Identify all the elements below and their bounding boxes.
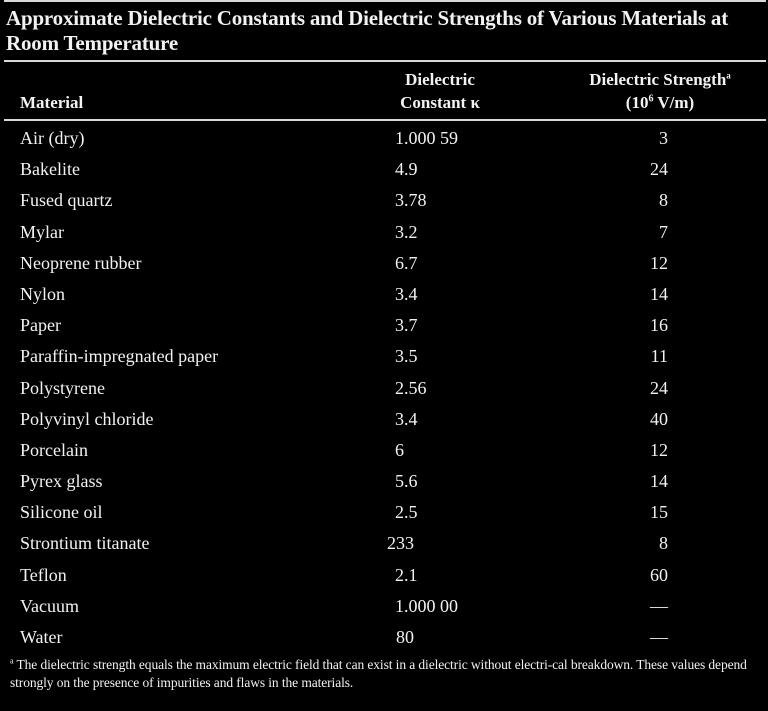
table-row: Vacuum 1.000 00 —: [0, 591, 768, 622]
cell-dielectric-strength: 12: [650, 252, 668, 273]
cell-material: Silicone oil: [20, 502, 103, 523]
cell-dielectric-strength: 8: [659, 190, 668, 211]
cell-material: Paraffin-impregnated paper: [20, 346, 219, 367]
header-rule: [4, 119, 766, 121]
cell-material: Mylar: [20, 221, 64, 242]
cell-dielectric-constant: 3.4: [395, 408, 418, 429]
cell-dielectric-constant: 6: [395, 439, 404, 460]
cell-dielectric-constant: 80: [396, 627, 414, 647]
header-constant-line2: Constant κ: [400, 93, 480, 112]
cell-dielectric-constant: 3.5: [395, 346, 418, 367]
table-row: Paraffin-impregnated paper 3.5 11: [0, 341, 768, 372]
cell-dielectric-strength: 15: [650, 502, 668, 523]
cell-material: Neoprene rubber: [20, 252, 142, 273]
cell-dielectric-strength: 3: [659, 128, 668, 148]
column-header-material: Material: [20, 93, 84, 112]
header-constant-line1: Dielectric: [405, 70, 475, 89]
footnote-marker: a: [726, 70, 731, 81]
cell-dielectric-strength: —: [650, 595, 668, 616]
table-row: Mylar 3.2 7: [0, 217, 768, 248]
cell-dielectric-strength: 11: [650, 346, 668, 367]
cell-dielectric-constant: 2.1: [395, 564, 418, 585]
cell-material: Fused quartz: [20, 190, 113, 211]
cell-dielectric-constant: 1.000 00: [395, 595, 458, 616]
cell-dielectric-constant: 2.5: [395, 502, 418, 523]
cell-dielectric-constant: 3.7: [395, 315, 418, 336]
cell-dielectric-strength: 24: [650, 377, 668, 398]
header-strength-text: Dielectric Strength: [589, 70, 727, 89]
cell-dielectric-constant: 4.9: [395, 159, 418, 180]
table-row: Porcelain 6 12: [0, 435, 768, 466]
table-row: Pyrex glass 5.6 14: [0, 466, 768, 497]
table-row: Nylon 3.4 14: [0, 279, 768, 310]
cell-dielectric-strength: 60: [650, 564, 668, 585]
header-strength-line2: (106 V/m): [560, 91, 760, 114]
cell-material: Air (dry): [20, 128, 85, 148]
cell-dielectric-strength: 16: [650, 315, 668, 336]
table-body: Air (dry) 1.000 59 3 Bakelite 4.9 24 Fused qua…: [0, 123, 768, 653]
cell-dielectric-strength: 8: [659, 533, 668, 554]
table-row: Polyvinyl chloride 3.4 40: [0, 404, 768, 435]
table-row: Strontium titanate 233 8: [0, 528, 768, 559]
cell-dielectric-constant: 6.7: [395, 252, 418, 273]
cell-material: Paper: [20, 315, 61, 336]
table-row: Polystyrene 2.56 24: [0, 373, 768, 404]
top-rule: [4, 0, 766, 2]
column-header-dielectric-constant: Dielectric Constant κ: [390, 68, 490, 114]
footnote-marker: a: [10, 656, 14, 666]
cell-material: Polystyrene: [20, 377, 105, 398]
cell-dielectric-constant: 5.6: [395, 471, 418, 492]
table-row: Teflon 2.1 60: [0, 560, 768, 591]
title-rule: [4, 60, 766, 62]
table-row: Bakelite 4.9 24: [0, 154, 768, 185]
cell-dielectric-strength: 12: [650, 439, 668, 460]
unit-exponent: 6: [648, 93, 654, 105]
cell-material: Polyvinyl chloride: [20, 408, 154, 429]
footnote: a The dielectric strength equals the max…: [10, 656, 762, 692]
cell-material: Vacuum: [20, 595, 79, 616]
table-row: Air (dry) 1.000 59 3: [0, 123, 768, 154]
cell-material: Strontium titanate: [20, 533, 150, 554]
column-header-dielectric-strength: Dielectric Strengtha (106 V/m): [560, 68, 760, 114]
cell-dielectric-constant: 1.000 59: [395, 128, 458, 148]
cell-dielectric-constant: 2.56: [395, 377, 427, 398]
cell-material: Teflon: [20, 564, 67, 585]
cell-dielectric-strength: 7: [659, 221, 668, 242]
cell-material: Water: [20, 627, 63, 647]
cell-dielectric-strength: 40: [650, 408, 668, 429]
cell-dielectric-strength: 14: [650, 471, 668, 492]
table-row: Fused quartz 3.78 8: [0, 185, 768, 216]
header-strength-line1: Dielectric Strengtha: [560, 68, 760, 91]
cell-dielectric-constant: 233: [387, 533, 414, 554]
cell-material: Porcelain: [20, 439, 88, 460]
cell-material: Nylon: [20, 283, 65, 304]
cell-dielectric-strength: —: [650, 627, 668, 647]
table-title: Approximate Dielectric Constants and Die…: [6, 6, 729, 55]
cell-dielectric-strength: 14: [650, 283, 668, 304]
cell-dielectric-constant: 3.4: [395, 283, 418, 304]
table-row: Silicone oil 2.5 15: [0, 497, 768, 528]
cell-dielectric-constant: 3.78: [395, 190, 427, 211]
cell-dielectric-strength: 24: [650, 159, 668, 180]
unit-suffix: V/m): [653, 93, 695, 112]
cell-material: Pyrex glass: [20, 471, 103, 492]
cell-material: Bakelite: [20, 159, 80, 180]
cell-dielectric-constant: 3.2: [395, 221, 418, 242]
unit-base: (10: [625, 93, 649, 112]
table-row: Paper 3.7 16: [0, 310, 768, 341]
table-row: Neoprene rubber 6.7 12: [0, 248, 768, 279]
footnote-text: The dielectric strength equals the maxim…: [10, 657, 747, 690]
table-row: Water 80 —: [0, 622, 768, 653]
